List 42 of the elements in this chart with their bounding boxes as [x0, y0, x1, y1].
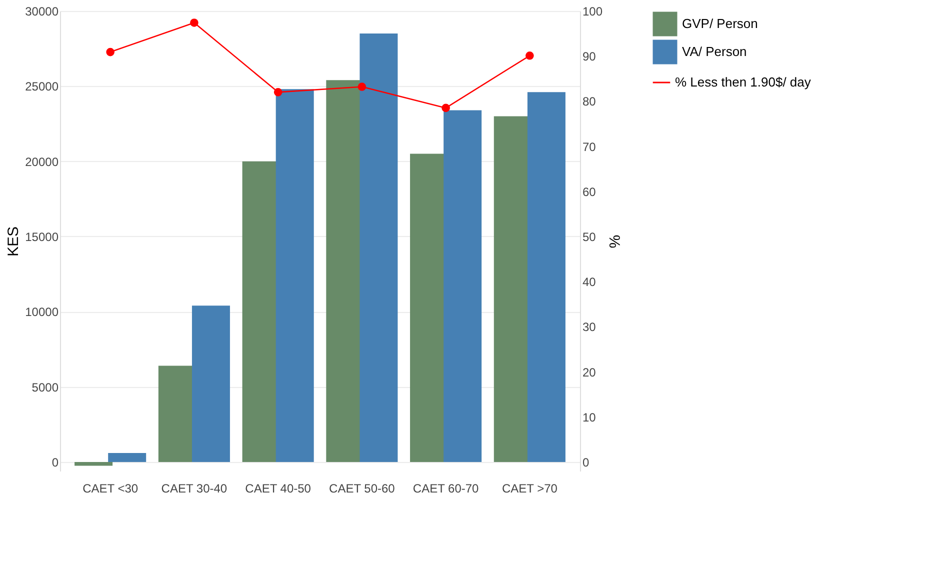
legend-label: GVP/ Person: [682, 16, 758, 31]
y2-tick-label: 80: [582, 94, 596, 109]
y-axis-title: KES: [5, 226, 22, 257]
x-tick-label: CAET 50-60: [329, 482, 396, 496]
y-tick-label: 10000: [25, 305, 59, 320]
y2-tick-label: 20: [582, 365, 596, 380]
y-tick-label: 30000: [25, 4, 59, 18]
y2-tick-label: 10: [582, 410, 596, 424]
y2-axis-title: %: [606, 234, 623, 248]
bar: [276, 89, 314, 462]
point: [442, 104, 450, 112]
y-tick-label: 25000: [25, 80, 59, 94]
y2-tick-label: 30: [582, 320, 596, 334]
x-tick-label: CAET 30-40: [161, 482, 228, 496]
point: [358, 82, 366, 91]
y-tick-label: 15000: [25, 230, 59, 244]
legend-label: % Less then 1.90$/ day: [675, 74, 812, 90]
y-tick-label: 0: [52, 455, 59, 470]
legend-label: VA/ Person: [682, 44, 747, 59]
point: [190, 18, 198, 27]
x-tick-label: CAET 60-70: [412, 482, 480, 496]
y-tick-label: 5000: [32, 380, 59, 394]
bar: [108, 452, 146, 462]
y2-tick-label: 70: [582, 140, 596, 154]
y2-tick-label: 0: [582, 455, 590, 470]
bar: [527, 92, 566, 462]
y2-tick-label: 40: [582, 275, 596, 290]
point: [526, 51, 534, 60]
bar: [192, 306, 230, 462]
bar: [74, 462, 113, 466]
x-tick-label: CAET <30: [82, 482, 138, 496]
point: [106, 48, 114, 56]
y-tick-label: 20000: [25, 154, 59, 169]
point: [274, 88, 282, 96]
x-tick-label: CAET 40-50: [245, 482, 312, 496]
bar: [444, 110, 482, 462]
bar: [360, 34, 398, 462]
y2-tick-label: 90: [582, 50, 596, 64]
y2-tick-label: 100: [582, 4, 603, 18]
y2-tick-label: 60: [582, 184, 596, 199]
y2-tick-label: 50: [582, 230, 596, 244]
x-tick-label: CAET >70: [502, 482, 558, 496]
